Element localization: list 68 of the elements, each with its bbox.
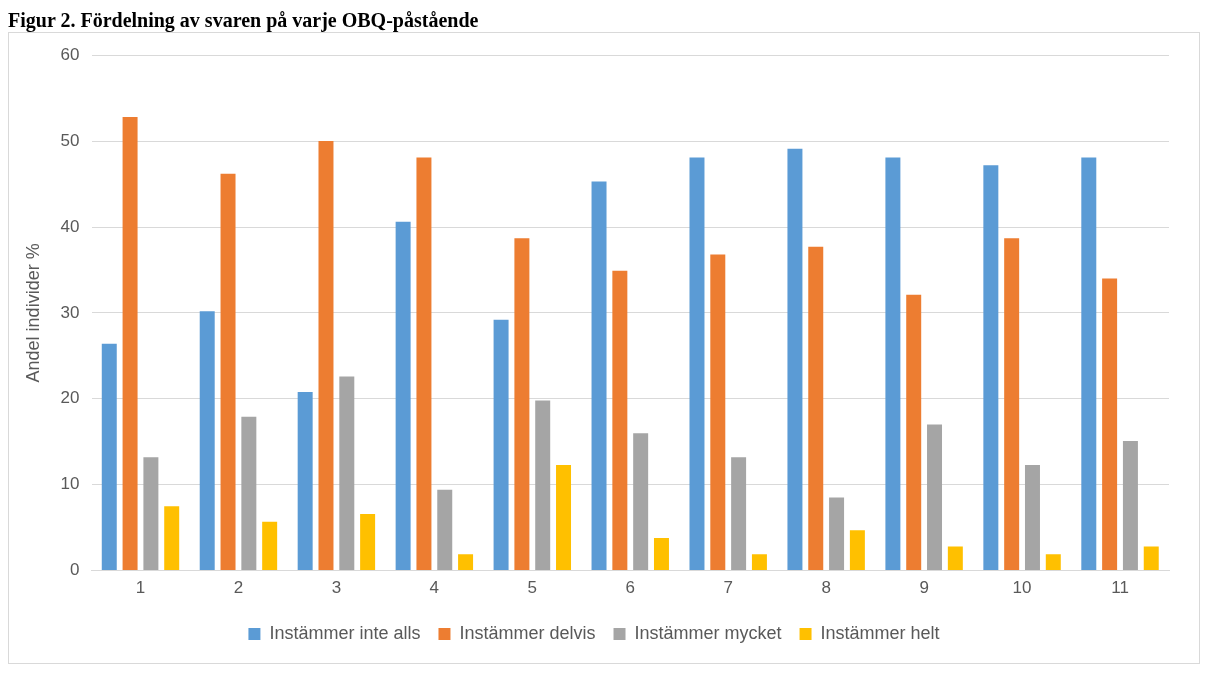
bar bbox=[1122, 440, 1138, 571]
legend-label: Instämmer helt bbox=[820, 622, 940, 643]
bar bbox=[751, 554, 767, 571]
bar bbox=[1143, 546, 1159, 571]
bar bbox=[101, 343, 117, 571]
y-tick-label: 0 bbox=[70, 560, 80, 580]
legend-label: Instämmer mycket bbox=[634, 622, 782, 643]
bar bbox=[906, 294, 922, 571]
bar bbox=[199, 311, 215, 571]
y-tick-label: 60 bbox=[60, 44, 80, 64]
x-tick-label: 5 bbox=[527, 578, 538, 598]
bar bbox=[612, 270, 628, 571]
bar bbox=[1024, 464, 1040, 571]
bar bbox=[591, 181, 607, 571]
chart-title: Figur 2. Fördelning av svaren på varje OBQ-påstående bbox=[8, 8, 480, 32]
y-tick-label: 40 bbox=[60, 216, 80, 236]
x-tick-label: 10 bbox=[1012, 578, 1032, 598]
bar bbox=[849, 530, 865, 571]
bar bbox=[437, 489, 453, 571]
y-tick-label: 10 bbox=[60, 474, 80, 494]
bar bbox=[710, 254, 726, 571]
bar bbox=[633, 433, 649, 571]
x-tick-label: 3 bbox=[331, 578, 342, 598]
bar bbox=[297, 391, 313, 571]
x-tick-label: 8 bbox=[821, 578, 831, 598]
x-tick-label: 6 bbox=[625, 578, 635, 598]
bar bbox=[493, 319, 509, 571]
bar bbox=[535, 400, 551, 571]
bar bbox=[416, 157, 432, 571]
x-tick-label: 11 bbox=[1111, 578, 1129, 598]
bar bbox=[653, 537, 669, 571]
bar bbox=[1102, 278, 1118, 571]
x-tick-label: 2 bbox=[233, 578, 244, 598]
legend-label: Instämmer delvis bbox=[459, 622, 596, 643]
bar bbox=[1081, 157, 1097, 571]
bar bbox=[556, 464, 572, 571]
bar bbox=[689, 157, 705, 571]
x-tick-label: 1 bbox=[135, 578, 146, 598]
bar bbox=[395, 221, 411, 571]
y-tick-label: 30 bbox=[60, 302, 80, 322]
bar bbox=[731, 457, 747, 571]
x-tick-label: 4 bbox=[429, 578, 440, 598]
bar bbox=[983, 165, 999, 571]
bar bbox=[318, 141, 334, 571]
bar bbox=[122, 117, 138, 571]
bar bbox=[220, 173, 236, 571]
bar bbox=[514, 238, 530, 571]
bar bbox=[1045, 554, 1061, 571]
bar bbox=[164, 506, 180, 571]
bar bbox=[360, 513, 376, 571]
bar bbox=[458, 554, 474, 571]
bar bbox=[787, 148, 803, 571]
y-axis-title: Andel individer % bbox=[22, 243, 43, 383]
bar bbox=[241, 416, 257, 571]
bar bbox=[885, 157, 901, 571]
bar bbox=[927, 424, 943, 571]
legend-label: Instämmer inte alls bbox=[269, 622, 421, 643]
y-tick-label: 20 bbox=[60, 388, 80, 408]
bar bbox=[143, 457, 159, 571]
bar bbox=[829, 497, 845, 571]
x-tick-label: 7 bbox=[723, 578, 733, 598]
bar bbox=[1004, 238, 1020, 571]
bar bbox=[808, 246, 824, 571]
x-tick-label: 9 bbox=[919, 578, 929, 598]
bar bbox=[947, 546, 963, 571]
bar bbox=[262, 521, 278, 571]
bar bbox=[339, 376, 355, 571]
y-tick-label: 50 bbox=[60, 130, 80, 150]
